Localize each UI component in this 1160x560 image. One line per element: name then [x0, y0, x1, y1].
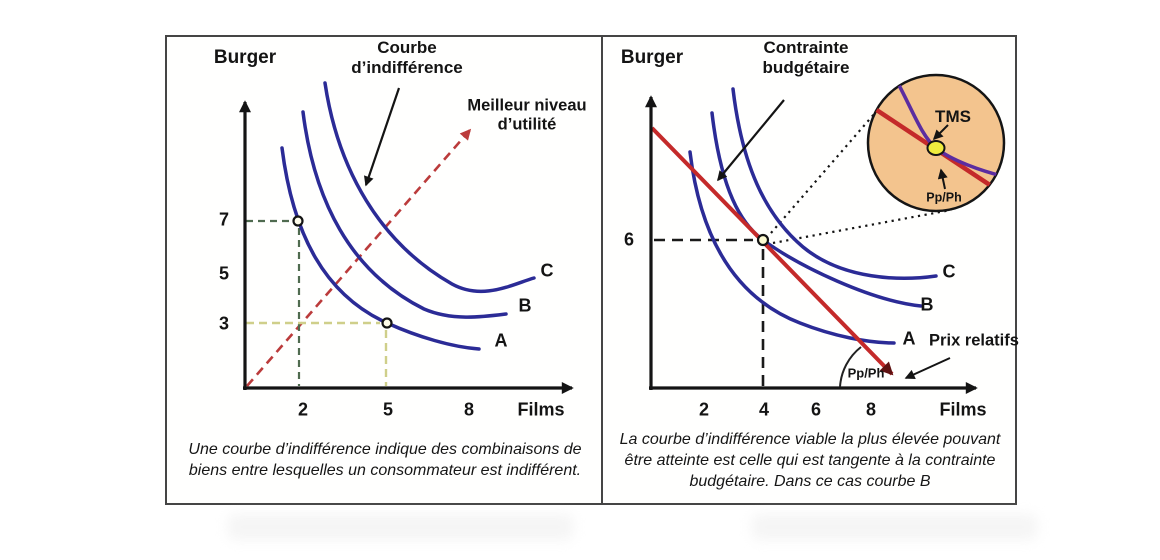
indifference-curve-a2 — [688, 150, 896, 345]
utility-annotation: Meilleur niveau d’utilité — [467, 96, 587, 134]
right-xtick-6: 6 — [810, 399, 822, 420]
left-curve-label-c: C — [540, 260, 554, 281]
budget-annotation-arrow — [717, 99, 785, 182]
tms-arrow — [932, 124, 949, 141]
slope-angle-label: Pp/Ph — [847, 365, 885, 381]
inset-slope-arrow — [937, 168, 948, 190]
left-xtick-5: 5 — [382, 399, 394, 420]
left-chart — [239, 81, 574, 394]
guide-lines-point-2-7 — [246, 219, 301, 386]
right-xtick-2: 2 — [698, 399, 710, 420]
slope-angle-arc — [839, 346, 862, 388]
right-curve-label-b: B — [920, 294, 934, 315]
right-y-axis-label: Burger — [620, 46, 684, 68]
left-ytick-3: 3 — [218, 313, 230, 334]
price-annotation-label: Prix relatifs — [929, 331, 1019, 350]
right-curve-label-c: C — [942, 261, 956, 282]
indifference-curve-b — [301, 110, 508, 319]
indifference-curve-c — [323, 81, 536, 294]
right-xtick-4: 4 — [758, 399, 770, 420]
left-caption: Une courbe d’indifférence indique des co… — [188, 441, 582, 479]
guide-lines-point-5-3 — [246, 321, 388, 386]
curve-annotation-arrow — [364, 87, 401, 187]
left-xtick-2: 2 — [297, 399, 309, 420]
shadow-smudge-right — [752, 514, 1037, 540]
curve-annotation: Courbe d’indifférence — [351, 37, 463, 77]
guide-lines-tangency — [654, 238, 765, 386]
left-ytick-5: 5 — [218, 263, 230, 284]
inset-slope-label: Pp/Ph — [926, 190, 962, 205]
tms-label: TMS — [935, 106, 971, 126]
magnifier-inset — [866, 73, 1006, 213]
panel-divider — [601, 35, 603, 505]
left-ytick-7: 7 — [218, 209, 230, 230]
left-xtick-8: 8 — [463, 399, 475, 420]
right-chart — [645, 73, 1006, 394]
budget-constraint-line — [650, 126, 894, 376]
right-xtick-8: 8 — [865, 399, 877, 420]
budget-annotation: Contrainte budgétaire — [762, 37, 850, 77]
indifference-curve-a — [280, 146, 481, 351]
left-y-axis-label: Burger — [213, 46, 277, 68]
point-marker-5-3 — [381, 317, 393, 329]
inset-tangency-dot — [926, 140, 946, 156]
right-curve-label-a: A — [902, 328, 916, 349]
price-annotation-arrow — [904, 357, 951, 380]
tangency-point-marker — [756, 233, 770, 247]
left-x-axis-label: Films — [517, 399, 565, 420]
shadow-smudge-left — [228, 514, 573, 540]
point-marker-2-7 — [292, 215, 304, 227]
indifference-curve-c2 — [731, 87, 938, 280]
right-ytick-6: 6 — [623, 229, 635, 250]
left-curve-label-b: B — [518, 295, 532, 316]
right-x-axis-label: Films — [939, 399, 987, 420]
right-caption: La courbe d’indifférence viable la plus … — [619, 431, 1001, 490]
left-curve-label-a: A — [494, 330, 508, 351]
